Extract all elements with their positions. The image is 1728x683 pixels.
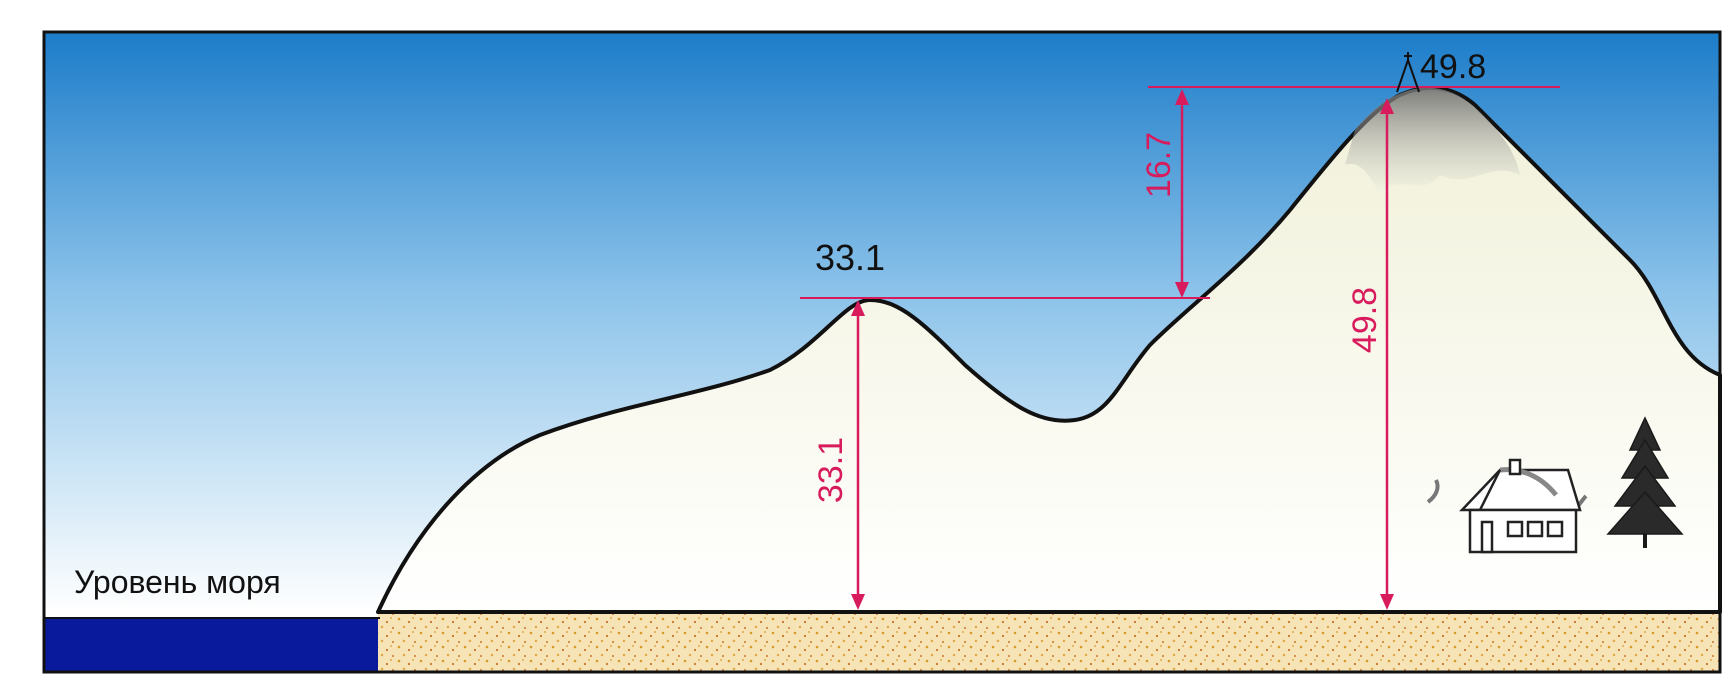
ground-layer <box>378 612 1720 672</box>
summit-shading <box>1345 87 1520 195</box>
dimension-large-label: 49.8 <box>1346 287 1384 353</box>
dimension-large-height <box>1380 98 1394 610</box>
tree-icon <box>1606 416 1684 548</box>
sea-level-label: Уровень моря <box>74 564 281 600</box>
mountain-profile <box>376 86 1722 614</box>
house-icon <box>1426 458 1588 554</box>
survey-marker-icon <box>1396 52 1420 93</box>
dimension-relative-height <box>1175 89 1189 298</box>
dimension-small-height <box>851 300 865 610</box>
diagram-frame <box>42 30 1722 674</box>
peak-large-label: 49.8 <box>1420 48 1486 86</box>
peak-small-label: 33.1 <box>815 237 885 278</box>
dimension-small-label: 33.1 <box>812 437 850 503</box>
dimension-relative-label: 16.7 <box>1140 132 1178 198</box>
sea <box>44 618 378 672</box>
